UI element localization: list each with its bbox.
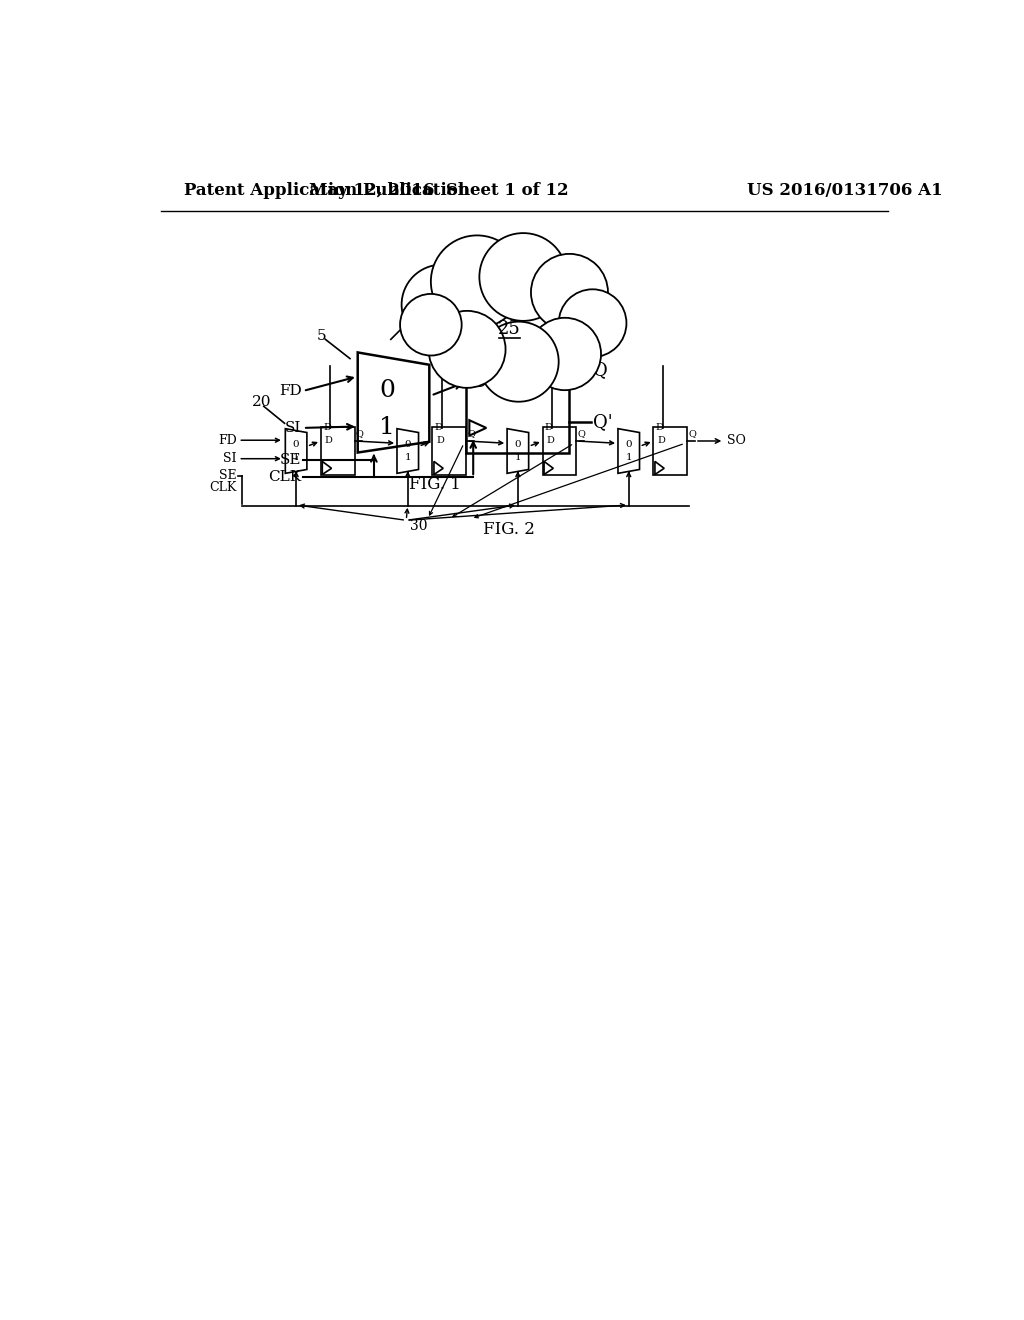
Text: SE: SE (219, 469, 237, 482)
Text: FD: FD (218, 434, 237, 446)
Bar (321, 426, 354, 475)
Text: 1: 1 (514, 454, 521, 462)
Circle shape (429, 312, 506, 388)
Circle shape (479, 234, 567, 321)
Text: CLK: CLK (210, 482, 237, 495)
Text: Q: Q (578, 429, 585, 438)
Circle shape (400, 294, 462, 355)
Text: SE: SE (280, 453, 301, 467)
Text: D: D (435, 424, 442, 433)
Text: SI: SI (223, 453, 237, 465)
Text: Q': Q' (593, 413, 613, 432)
Text: FIG. 2: FIG. 2 (483, 521, 536, 539)
Text: 1: 1 (293, 454, 299, 462)
Circle shape (401, 264, 481, 345)
Bar (432, 426, 466, 475)
Circle shape (559, 289, 627, 358)
Text: Q: Q (593, 360, 608, 379)
Text: D: D (547, 437, 554, 445)
Text: D: D (657, 437, 666, 445)
Text: 25: 25 (498, 321, 521, 338)
Text: D: D (325, 437, 333, 445)
Text: 10: 10 (403, 312, 423, 326)
Text: Patent Application Publication: Patent Application Publication (184, 182, 470, 199)
Text: D: D (472, 374, 486, 391)
Text: 0: 0 (379, 379, 395, 403)
Text: CLK: CLK (268, 470, 301, 484)
Text: D: D (545, 424, 553, 433)
Bar (466, 341, 569, 453)
Text: 0: 0 (626, 440, 632, 449)
Text: SI: SI (285, 421, 301, 434)
Text: 0: 0 (514, 440, 521, 449)
Text: D: D (323, 424, 331, 433)
Text: 1: 1 (404, 454, 411, 462)
Text: 1: 1 (626, 454, 632, 462)
Text: Q: Q (688, 429, 696, 438)
Circle shape (478, 322, 559, 401)
Text: FD: FD (279, 384, 301, 397)
Text: 30: 30 (410, 520, 428, 533)
Circle shape (531, 253, 608, 331)
Text: SO: SO (727, 434, 745, 447)
Text: FIG. 1: FIG. 1 (409, 475, 461, 492)
Text: D: D (436, 437, 444, 445)
Text: Q: Q (467, 429, 475, 438)
Bar (543, 426, 577, 475)
Text: D: D (655, 424, 664, 433)
Text: US 2016/0131706 A1: US 2016/0131706 A1 (746, 182, 942, 199)
Text: 5: 5 (316, 329, 327, 342)
Circle shape (528, 318, 601, 391)
Text: 15: 15 (529, 304, 549, 318)
Text: 0: 0 (293, 440, 299, 449)
Text: 1: 1 (379, 416, 395, 440)
Text: May 12, 2016  Sheet 1 of 12: May 12, 2016 Sheet 1 of 12 (309, 182, 568, 199)
Text: Q: Q (355, 429, 364, 438)
Bar (653, 426, 687, 475)
Text: 0: 0 (404, 440, 411, 449)
Circle shape (431, 235, 523, 327)
Text: 20: 20 (252, 396, 271, 409)
